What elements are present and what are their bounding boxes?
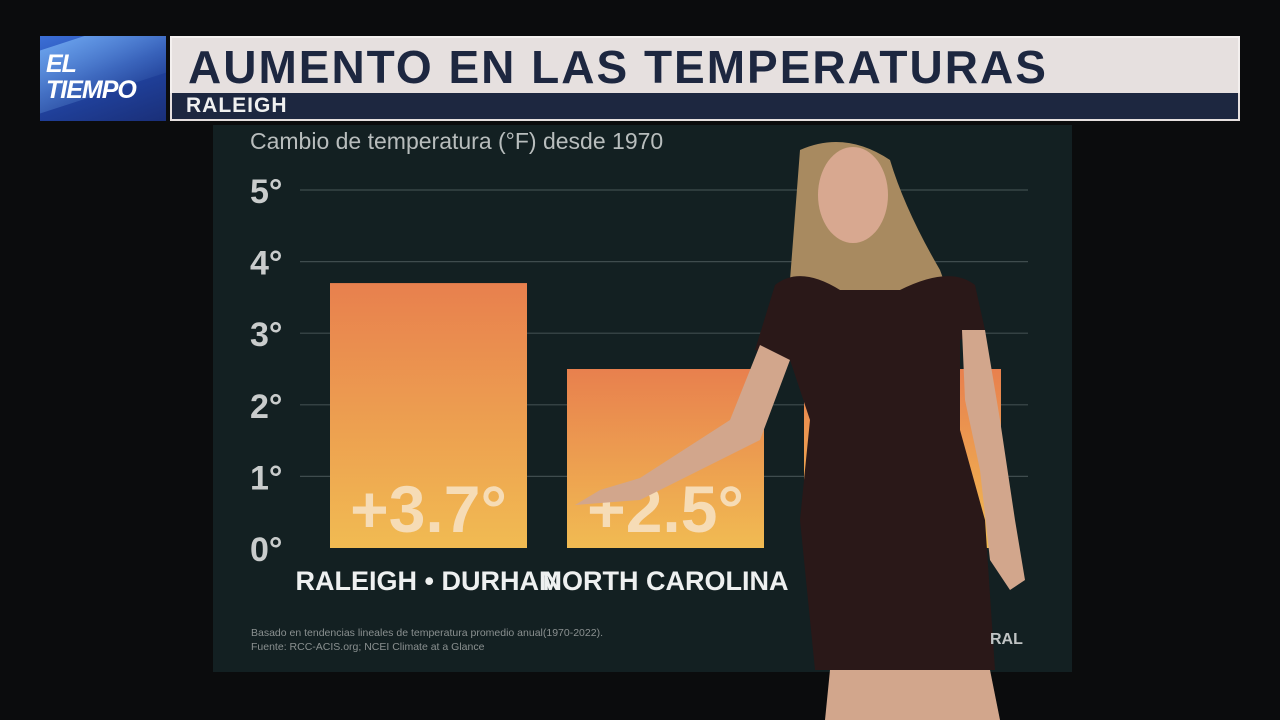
y-tick-label: 3° [250,316,283,354]
footnote-source: Fuente: RCC-ACIS.org; NCEI Climate at a … [251,641,485,653]
bar-value-label: +3.7° [350,472,507,546]
x-category-label: RALEIGH • DURHAM [296,566,562,596]
bar [330,283,527,548]
presenter-silhouette [575,142,1025,720]
chart-title: Cambio de temperatura (°F) desde 1970 [250,128,664,154]
logo-text-line1: EL [46,50,77,78]
y-tick-label: 1° [250,459,283,497]
headline: AUMENTO EN LAS TEMPERATURAS [188,41,1048,93]
subtitle-banner: RALEIGH [170,93,1240,121]
el-tiempo-logo: EL TIEMPO [40,36,166,121]
y-tick-label: 0° [250,531,283,569]
y-tick-label: 4° [250,245,283,283]
location-label: RALEIGH [186,94,288,117]
title-banner: AUMENTO EN LAS TEMPERATURAS [170,36,1240,93]
y-tick-label: 5° [250,173,283,211]
y-tick-label: 2° [250,388,283,426]
x-category-label: NORTH CAROLINA [543,566,789,596]
logo-text-line2: TIEMPO [46,76,137,104]
bar [567,369,764,548]
footnote-method: Basado en tendencias lineales de tempera… [251,627,603,639]
brand-text-partial: RAL [990,631,1023,648]
